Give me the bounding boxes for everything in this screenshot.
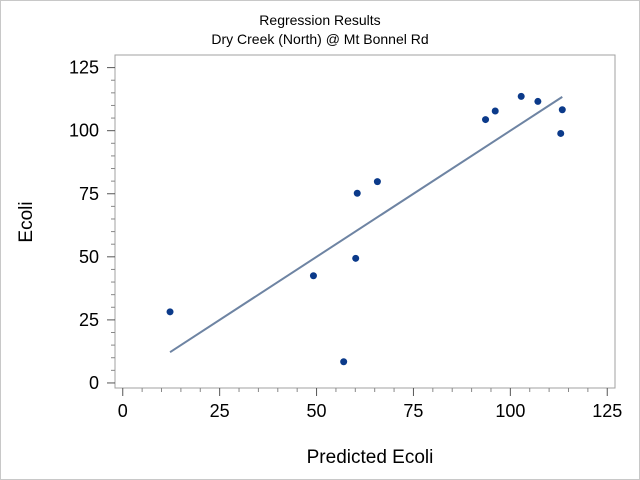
plot-area-border [114, 54, 616, 389]
x-tick-label: 100 [495, 401, 525, 421]
data-point [558, 106, 566, 114]
series-layer [166, 92, 566, 366]
data-point [352, 254, 360, 262]
data-point [166, 308, 174, 316]
y-tick-label: 0 [89, 373, 99, 393]
data-point [557, 129, 565, 137]
data-point [309, 272, 317, 280]
x-tick-label: 0 [118, 401, 128, 421]
data-point [340, 358, 348, 366]
y-tick-label: 75 [79, 184, 99, 204]
y-tick-label: 25 [79, 310, 99, 330]
y-axis: 0 25 50 75 100 125 [69, 58, 115, 393]
chart-title: Regression Results [259, 12, 381, 28]
y-tick-label: 50 [79, 247, 99, 267]
y-axis-title: Ecoli [16, 201, 37, 242]
x-tick-label: 25 [210, 401, 230, 421]
y-tick-label: 125 [69, 58, 99, 78]
data-point [534, 97, 542, 105]
x-tick-label: 125 [592, 401, 622, 421]
x-tick-label: 50 [307, 401, 327, 421]
data-point [373, 178, 381, 186]
data-point [517, 92, 525, 100]
data-point [482, 116, 490, 124]
chart-subtitle: Dry Creek (North) @ Mt Bonnel Rd [211, 31, 429, 47]
x-axis-title: Predicted Ecoli [307, 447, 434, 468]
x-tick-label: 75 [403, 401, 423, 421]
data-point [353, 189, 361, 197]
x-axis: 0 25 50 75 100 125 [118, 388, 622, 421]
regression-line [169, 96, 563, 354]
y-tick-label: 100 [69, 121, 99, 141]
data-point [491, 107, 499, 115]
